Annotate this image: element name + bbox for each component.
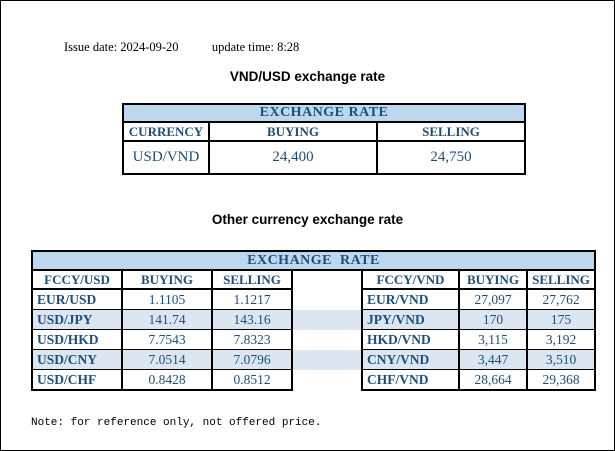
pair-usd-cell: USD/CHF (31, 369, 123, 391)
table2-divider-header-cell (291, 269, 363, 289)
table2-span-header: EXCHANGE RATE (30, 250, 597, 271)
table-row-jpy: USD/JPY 141.74 143.16 JPY/VND 170 175 (31, 309, 597, 330)
sell-vnd-cell: 29,368 (525, 369, 597, 391)
other-section-title: Other currency exchange rate (211, 212, 404, 227)
issue-date-label: Issue date: (64, 40, 118, 54)
divider-cell (291, 349, 363, 370)
divider-cell (291, 369, 363, 390)
sell-vnd-cell: 27,762 (525, 288, 597, 310)
sell-usd-cell: 7.8323 (211, 329, 293, 350)
table2-col-fccy-usd: FCCY/USD (31, 269, 123, 290)
sell-usd-cell: 143.16 (211, 309, 293, 330)
buy-vnd-cell: 3,447 (458, 349, 528, 370)
divider-cell (291, 309, 363, 330)
table-row-hkd: USD/HKD 7.7543 7.8323 HKD/VND 3,115 3,19… (31, 329, 597, 350)
pair-usd-cell: EUR/USD (31, 288, 123, 310)
table1-col-currency: CURRENCY (122, 121, 210, 142)
buy-usd-cell: 1.1105 (121, 288, 213, 310)
other-currency-exchange-table: EXCHANGE RATE FCCY/USD BUYING SELLING FC… (30, 250, 597, 391)
buy-usd-cell: 7.0514 (121, 349, 213, 370)
table1-row-usd-vnd: USD/VND 24,400 24,750 (122, 140, 527, 175)
currency-pair-cell: USD/VND (122, 140, 210, 175)
buy-usd-cell: 0.8428 (121, 369, 213, 391)
vnd-usd-exchange-table: EXCHANGE RATE CURRENCY BUYING SELLING US… (121, 103, 527, 175)
pair-usd-cell: USD/JPY (31, 309, 123, 330)
sell-vnd-cell: 175 (525, 309, 597, 330)
sell-usd-cell: 1.1217 (211, 288, 293, 310)
pair-usd-cell: USD/HKD (31, 329, 123, 350)
pair-vnd-cell: CHF/VND (361, 369, 460, 391)
table1-col-buying: BUYING (208, 121, 378, 142)
pair-vnd-cell: HKD/VND (361, 329, 460, 350)
table2-col-buying-left: BUYING (121, 269, 213, 290)
table-row-eur: EUR/USD 1.1105 1.1217 EUR/VND 27,097 27,… (31, 288, 597, 310)
sell-vnd-cell: 3,192 (525, 329, 597, 350)
divider-cell (291, 289, 363, 310)
table1-span-header: EXCHANGE RATE (121, 103, 527, 123)
table2-col-selling-left: SELLING (211, 269, 293, 290)
table-row-chf: USD/CHF 0.8428 0.8512 CHF/VND 28,664 29,… (31, 369, 597, 391)
buy-vnd-cell: 3,115 (458, 329, 528, 350)
sell-usd-cell: 0.8512 (211, 369, 293, 391)
buy-usd-cell: 7.7543 (121, 329, 213, 350)
pair-vnd-cell: CNY/VND (361, 349, 460, 370)
update-time-value: 8:28 (277, 40, 300, 54)
sell-usd-cell: 7.0796 (211, 349, 293, 370)
pair-vnd-cell: JPY/VND (361, 309, 460, 330)
buy-vnd-cell: 27,097 (458, 288, 528, 310)
buying-rate-cell: 24,400 (208, 140, 378, 175)
buy-usd-cell: 141.74 (121, 309, 213, 330)
footnote: Note: for reference only, not offered pr… (31, 417, 322, 429)
buy-vnd-cell: 170 (458, 309, 528, 330)
divider-cell (291, 329, 363, 350)
table-row-cny: USD/CNY 7.0514 7.0796 CNY/VND 3,447 3,51… (31, 349, 597, 370)
vnd-usd-section-title: VND/USD exchange rate (229, 69, 386, 84)
table1-col-selling: SELLING (375, 121, 527, 142)
issue-date-value: 2024-09-20 (120, 40, 179, 54)
table2-col-selling-right: SELLING (525, 269, 597, 290)
update-time-label: update time: (211, 40, 274, 54)
sell-vnd-cell: 3,510 (525, 349, 597, 370)
pair-usd-cell: USD/CNY (31, 349, 123, 370)
selling-rate-cell: 24,750 (375, 140, 527, 175)
table2-col-fccy-vnd: FCCY/VND (361, 269, 460, 290)
table2-col-buying-right: BUYING (458, 269, 528, 290)
pair-vnd-cell: EUR/VND (361, 288, 460, 310)
buy-vnd-cell: 28,664 (458, 369, 528, 391)
meta-line: Issue date: 2024-09-20 update time: 8:28 (64, 40, 299, 55)
